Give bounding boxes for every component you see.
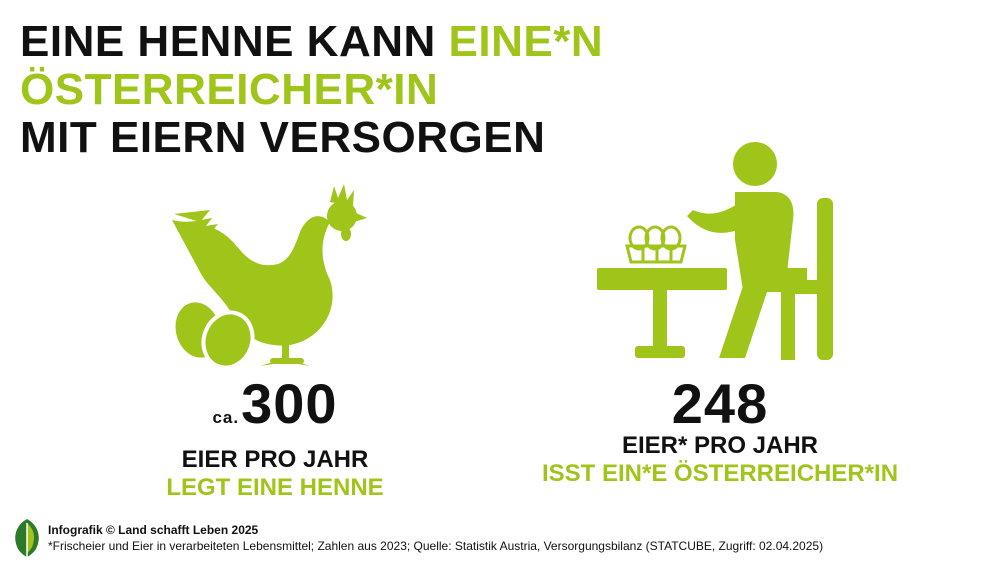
- hen-stat-number: ca.300: [140, 376, 410, 446]
- title-line-2: MIT EIERN VERSORGEN: [20, 113, 546, 162]
- hen-stat-label: EIER PRO JAHR: [181, 446, 369, 473]
- hen-with-eggs-icon: [172, 184, 367, 370]
- footer: Infografik © Land schafft Leben 2025 *Fr…: [48, 522, 823, 554]
- title-green-part: EINE*N ÖSTERREICHER*IN: [20, 17, 604, 114]
- hen-stat: ca.300 EIER PRO JAHR LEGT EINE HENNE: [140, 376, 410, 502]
- consumption-stat-label: EIER* PRO JAHR: [621, 432, 819, 459]
- page-title: EINE HENNE KANN EINE*N ÖSTERREICHER*IN M…: [20, 18, 1000, 162]
- footer-source-note: *Frischeier und Eier in verarbeiteten Le…: [48, 539, 824, 553]
- consumption-stat: 248 EIER* PRO JAHR ISST EIN*E ÖSTERREICH…: [510, 376, 930, 488]
- leaf-logo-icon: [15, 519, 39, 557]
- footer-credit: Infografik © Land schafft Leben 2025: [48, 523, 259, 537]
- consumption-stat-sublabel: ISST EIN*E ÖSTERREICHER*IN: [541, 460, 899, 487]
- title-line-1: EINE HENNE KANN EINE*N ÖSTERREICHER*IN: [20, 18, 1000, 114]
- hen-eggs-value: 300: [241, 372, 338, 435]
- approx-prefix: ca.: [212, 408, 240, 427]
- title-black-part: EINE HENNE KANN: [20, 17, 449, 66]
- consumption-value: 248: [671, 372, 769, 435]
- person-eating-eggs-icon: [597, 142, 833, 360]
- hen-stat-sublabel: LEGT EINE HENNE: [166, 474, 384, 501]
